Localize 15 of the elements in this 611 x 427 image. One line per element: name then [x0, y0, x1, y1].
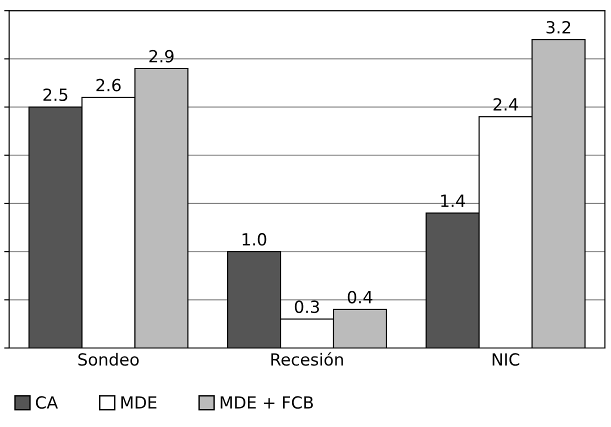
x-tick-label: Recesión [271, 352, 343, 366]
data-label: 2.5 [43, 88, 68, 102]
data-label: 1.0 [242, 233, 266, 246]
data-label: 2.6 [96, 78, 121, 92]
x-tick-label: NIC [492, 353, 520, 366]
legend-label: MDE [121, 396, 156, 409]
data-label: 0.4 [348, 290, 372, 304]
data-label: 2.9 [149, 50, 174, 62]
legend-label: MDE + FCB [220, 396, 313, 409]
x-tick-label: Sondeo [78, 352, 139, 366]
data-label: 2.4 [494, 98, 518, 110]
legend-label: CA [36, 396, 58, 409]
data-label: 1.4 [441, 194, 465, 207]
data-label: 0.3 [294, 300, 319, 314]
data-label: 3.2 [546, 20, 570, 34]
